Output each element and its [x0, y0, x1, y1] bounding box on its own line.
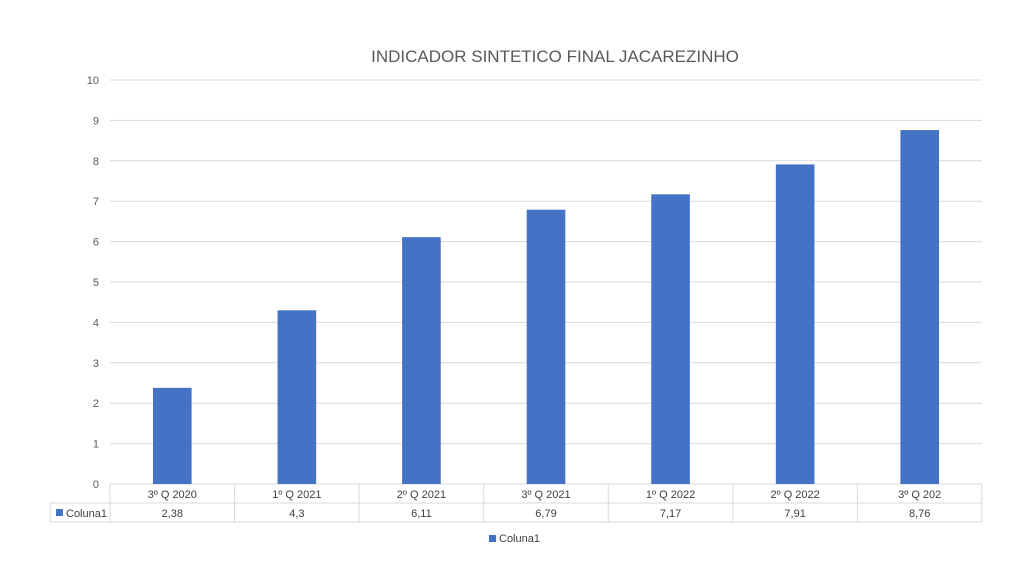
- data-table-value: 6,79: [535, 508, 556, 520]
- y-tick-label: 6: [93, 237, 99, 249]
- data-table-value: 7,17: [660, 508, 681, 520]
- bar: [152, 387, 192, 484]
- bar: [900, 130, 940, 484]
- chart-title: INDICADOR SINTETICO FINAL JACAREZINHO: [371, 47, 739, 66]
- y-axis-ticks: 0 1 2 3 4 5 6 7 8 9 10: [87, 75, 99, 491]
- y-tick-label: 8: [93, 156, 99, 168]
- table-series-name: Coluna1: [66, 508, 107, 520]
- bar: [651, 194, 690, 484]
- data-table-value: 2,38: [162, 508, 183, 520]
- bars: [152, 130, 940, 484]
- legend-swatch: [489, 535, 496, 542]
- category-label: 2º Q 2022: [771, 489, 820, 501]
- y-tick-label: 10: [87, 75, 99, 87]
- y-tick-label: 2: [93, 398, 99, 410]
- data-table-value: 6,11: [411, 508, 432, 520]
- data-table-value: 4,3: [289, 508, 304, 520]
- table-series-swatch: [56, 509, 63, 516]
- data-table-value: 8,76: [909, 508, 930, 520]
- category-label: 1º Q 2022: [646, 489, 695, 501]
- category-label: 3º Q 202: [898, 489, 941, 501]
- y-tick-label: 9: [93, 115, 99, 127]
- bar: [277, 310, 317, 484]
- bar: [526, 209, 566, 484]
- y-tick-label: 0: [93, 479, 99, 491]
- y-tick-label: 3: [93, 358, 99, 370]
- bar: [402, 237, 441, 484]
- legend-label: Coluna1: [499, 533, 540, 545]
- y-tick-label: 7: [93, 196, 99, 208]
- category-label: 3º Q 2021: [521, 489, 570, 501]
- y-tick-label: 5: [93, 277, 99, 289]
- category-label: 2º Q 2021: [397, 489, 446, 501]
- y-tick-label: 4: [93, 317, 99, 329]
- data-table-value: 7,91: [784, 508, 805, 520]
- category-label: 3º Q 2020: [148, 489, 197, 501]
- category-label: 1º Q 2021: [272, 489, 321, 501]
- legend: Coluna1: [489, 533, 540, 545]
- data-table: 3º Q 2020 2,38 1º Q 2021 4,3 2º Q 2021 6,11 3º…: [49, 484, 983, 523]
- bar: [775, 164, 815, 484]
- y-tick-label: 1: [93, 439, 99, 451]
